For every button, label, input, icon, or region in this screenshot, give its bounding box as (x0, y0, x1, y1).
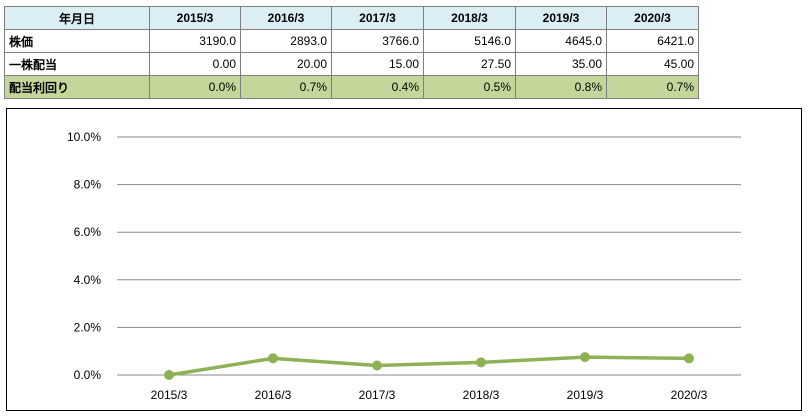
x-tick-label: 2020/3 (671, 388, 708, 402)
header-column[interactable]: 2016/3 (240, 6, 332, 30)
table-cell[interactable]: 0.00 (149, 52, 241, 76)
table-row-dividend-yield: 配当利回り 0.0% 0.7% 0.4% 0.5% 0.8% 0.7% (4, 75, 699, 99)
data-point (268, 353, 278, 364)
header-column[interactable]: 2015/3 (149, 6, 241, 30)
table-cell[interactable]: 27.50 (423, 52, 516, 76)
data-table: 年月日 2015/3 2016/3 2017/3 2018/3 2019/3 2… (4, 6, 699, 99)
header-column[interactable]: 2017/3 (331, 6, 424, 30)
table-cell[interactable]: 0.4% (331, 75, 424, 99)
table-cell[interactable]: 35.00 (515, 52, 607, 76)
y-tick-label: 2.0% (74, 320, 102, 334)
yield-line-chart[interactable]: 0.0% 2.0% 4.0% 6.0% 8.0% 10.0% 2015/3 2016/3 201… (6, 108, 802, 411)
chart-canvas: 0.0% 2.0% 4.0% 6.0% 8.0% 10.0% 2015/3 2016/3 201… (67, 130, 741, 402)
row-label-dividend-yield[interactable]: 配当利回り (4, 75, 150, 99)
row-label-stock-price[interactable]: 株価 (4, 29, 150, 53)
x-tick-label: 2017/3 (359, 388, 396, 402)
y-tick-label: 6.0% (74, 225, 102, 239)
x-tick-label: 2015/3 (151, 388, 188, 402)
series-line (168, 355, 690, 377)
y-tick-label: 0.0% (74, 368, 102, 382)
x-tick-label: 2018/3 (463, 388, 500, 402)
header-date-label[interactable]: 年月日 (4, 6, 150, 30)
table-cell[interactable]: 0.7% (606, 75, 699, 99)
table-cell[interactable]: 3766.0 (331, 29, 424, 53)
table-cell[interactable]: 5146.0 (423, 29, 516, 53)
header-column[interactable]: 2018/3 (423, 6, 516, 30)
data-point (164, 370, 174, 380)
row-label-dividend[interactable]: 一株配当 (4, 52, 150, 76)
y-tick-label: 10.0% (67, 130, 101, 144)
table-cell[interactable]: 6421.0 (606, 29, 699, 53)
table-cell[interactable]: 20.00 (240, 52, 332, 76)
y-tick-label: 4.0% (74, 273, 102, 287)
table-row-stock-price: 株価 3190.0 2893.0 3766.0 5146.0 4645.0 64… (4, 29, 699, 53)
header-column[interactable]: 2019/3 (515, 6, 607, 30)
table-cell[interactable]: 2893.0 (240, 29, 332, 53)
table-cell[interactable]: 45.00 (606, 52, 699, 76)
table-cell[interactable]: 4645.0 (515, 29, 607, 53)
y-tick-label: 8.0% (74, 178, 102, 192)
table-row-dividend: 一株配当 0.00 20.00 15.00 27.50 35.00 45.00 (4, 52, 699, 76)
table-cell[interactable]: 0.7% (240, 75, 332, 99)
x-tick-label: 2019/3 (567, 388, 604, 402)
data-point (580, 352, 590, 363)
header-column[interactable]: 2020/3 (606, 6, 699, 30)
table-header-row: 年月日 2015/3 2016/3 2017/3 2018/3 2019/3 2… (4, 6, 699, 30)
table-cell[interactable]: 15.00 (331, 52, 424, 76)
table-cell[interactable]: 0.5% (423, 75, 516, 99)
data-point (684, 353, 694, 364)
data-point (476, 357, 486, 368)
table-cell[interactable]: 3190.0 (149, 29, 241, 53)
table-cell[interactable]: 0.0% (149, 75, 241, 99)
data-point (372, 360, 382, 371)
table-cell[interactable]: 0.8% (515, 75, 607, 99)
x-tick-label: 2016/3 (255, 388, 292, 402)
